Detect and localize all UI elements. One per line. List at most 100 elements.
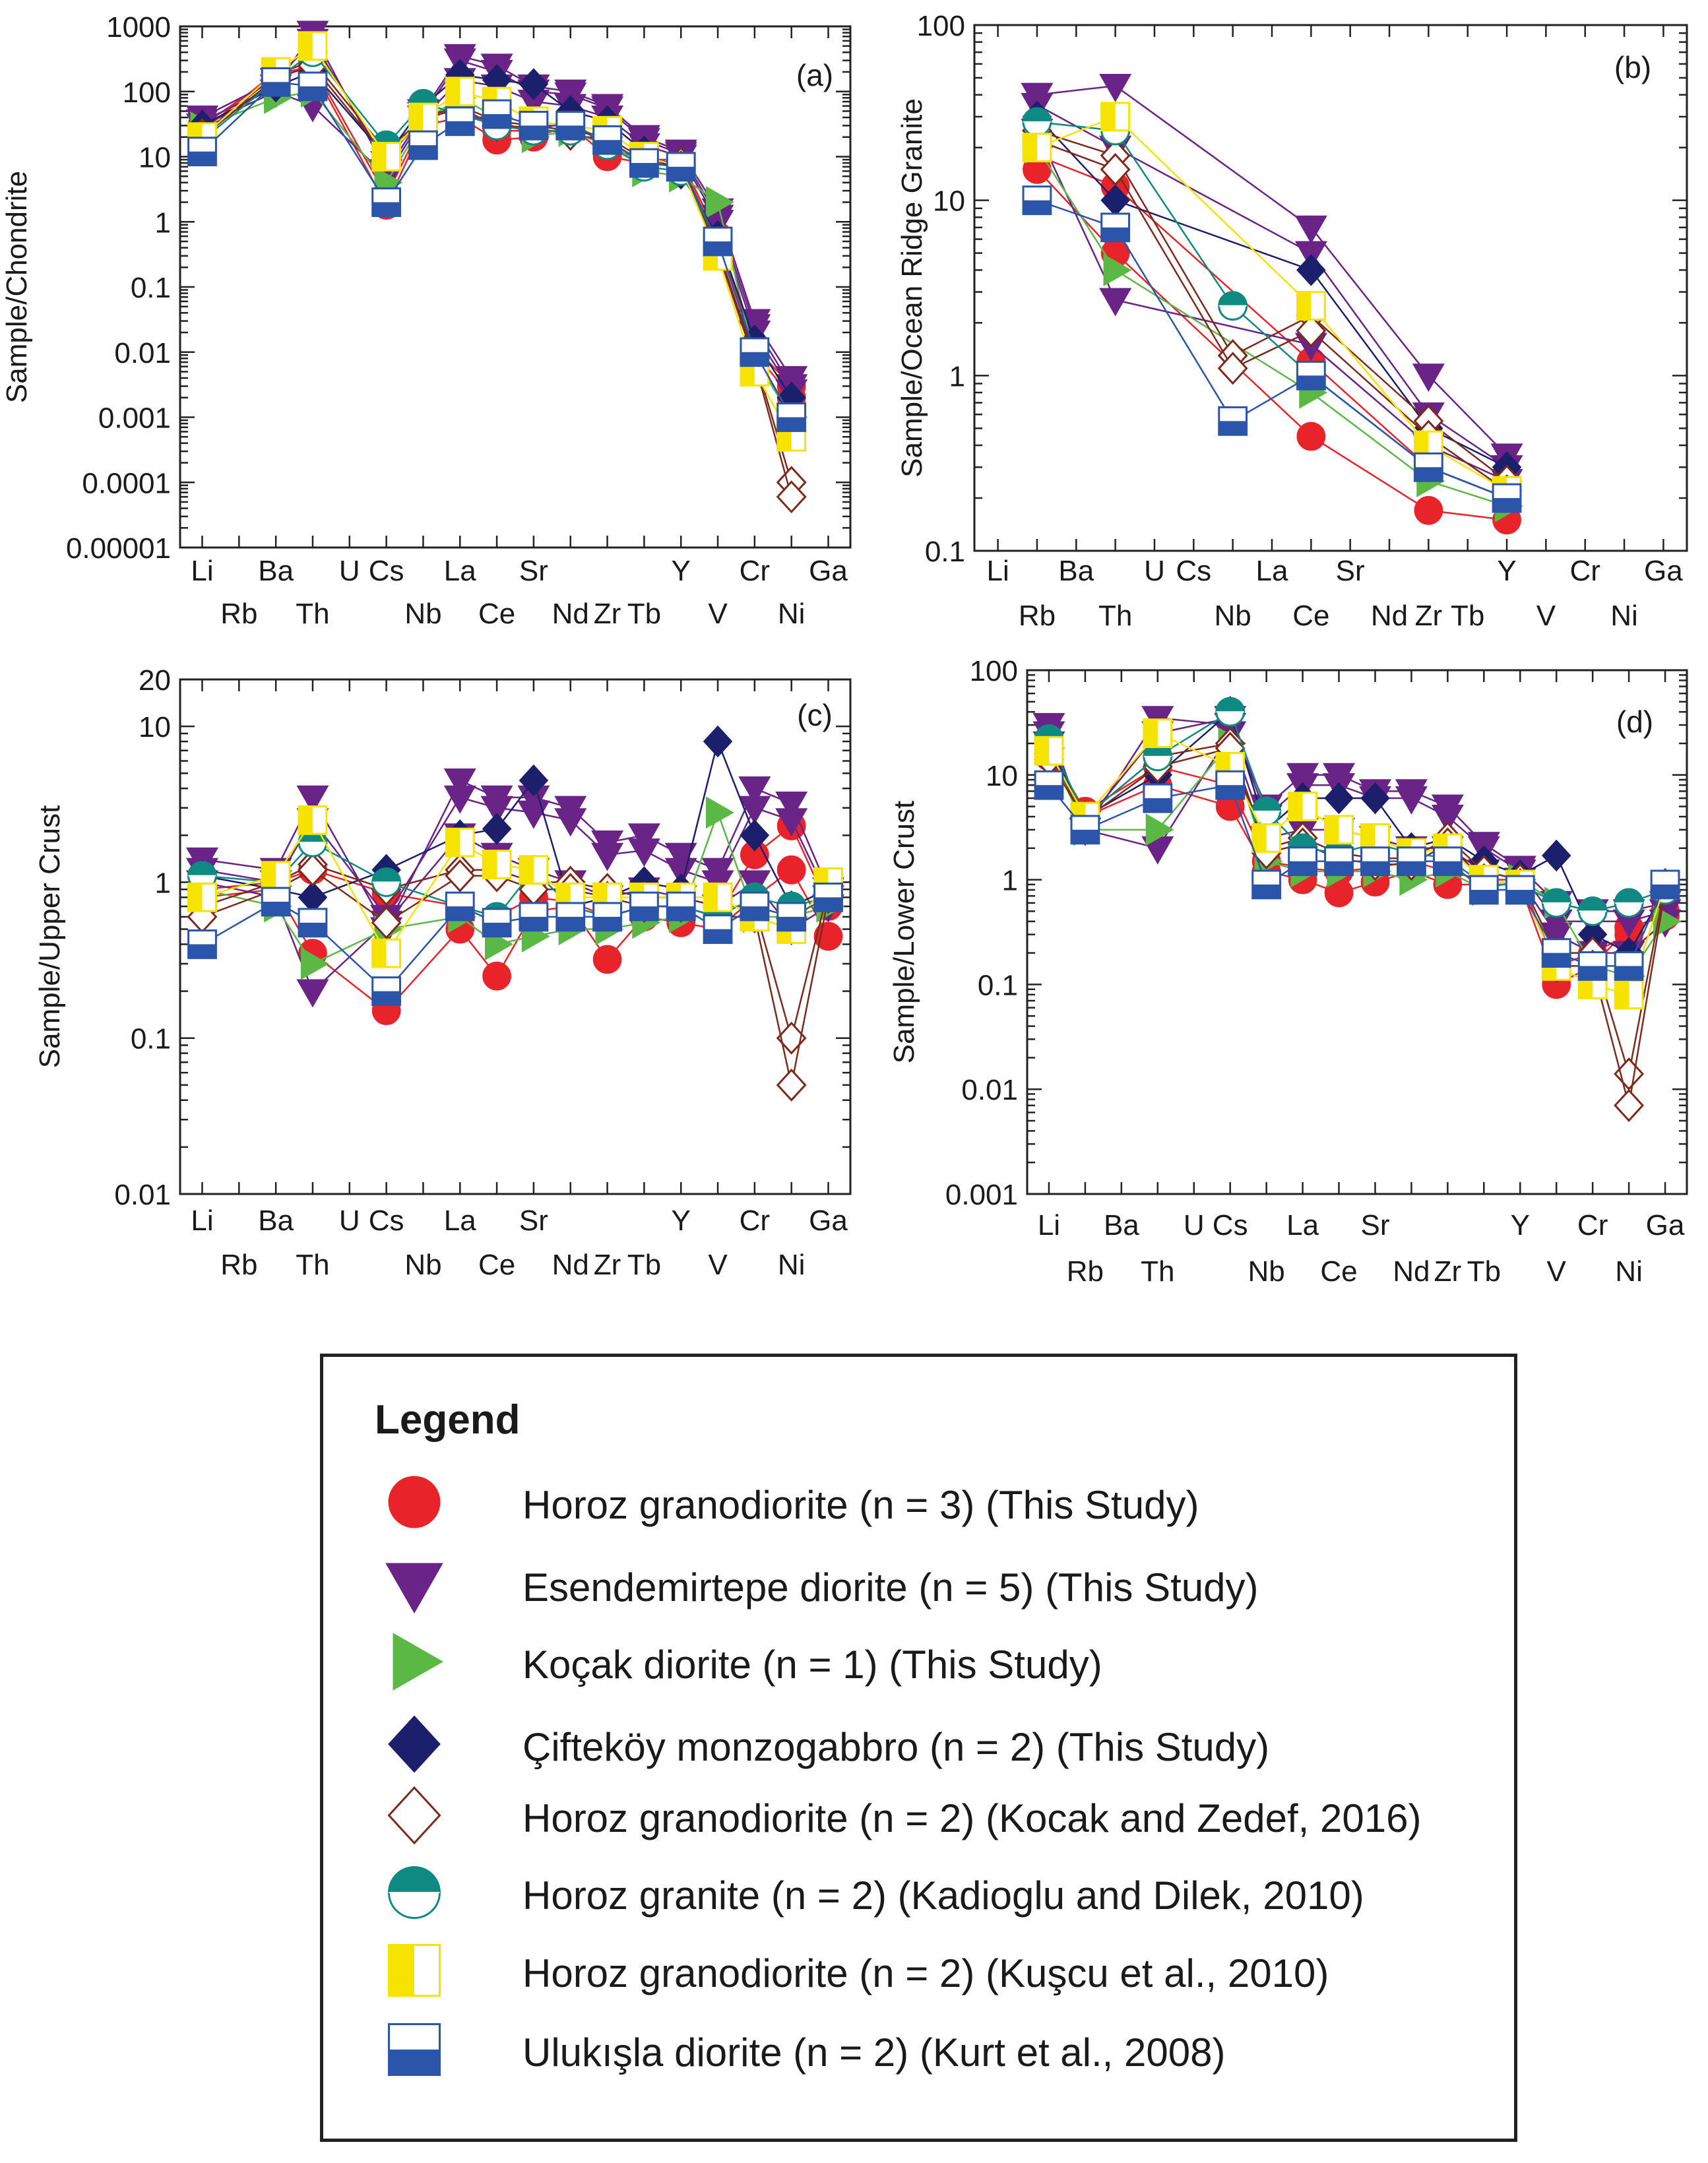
data-point — [1296, 254, 1326, 286]
data-point — [554, 808, 587, 837]
x-tick-label: V — [708, 1249, 728, 1281]
x-tick-label: U — [1184, 1209, 1205, 1241]
data-point — [1324, 782, 1354, 815]
data-point — [627, 838, 660, 867]
chart-panel-c: 20 10 1 0.1 0.01 Li Ba U Cs La Sr Y Cr Ga Rb Th Nb Ce Nd Zr… — [34, 664, 852, 1281]
x-tick-label: Ce — [1292, 600, 1329, 632]
x-tick-label: Ce — [1320, 1255, 1357, 1288]
x-tick-label: Li — [1038, 1209, 1060, 1241]
x-tick-label: Ba — [258, 1205, 294, 1237]
data-point — [1145, 813, 1174, 846]
x-tick-label: Sr — [1360, 1209, 1389, 1241]
y-tick-label: 0.0001 — [82, 467, 171, 499]
series-line — [1048, 756, 1666, 986]
plot-frame — [179, 678, 852, 1195]
data-point — [629, 891, 659, 922]
y-tick-label: 0.001 — [945, 1179, 1018, 1211]
legend-marker-icon — [388, 2023, 441, 2076]
data-point — [555, 902, 586, 932]
legend-label: Horoz granodiorite (n = 2) (Kocak and Ze… — [522, 1796, 1422, 1840]
legend-label: Horoz granodiorite (n = 3) (This Study) — [522, 1483, 1199, 1527]
data-point — [1296, 422, 1326, 451]
chart-panel-b: 100 10 1 0.1 Li Ba U Cs La Sr Y Cr Ga Rb Th Nb Ce Nd Zr Tb V… — [896, 10, 1688, 632]
data-point — [371, 187, 402, 217]
data-point — [1288, 846, 1317, 877]
series-line — [1048, 717, 1666, 912]
data-point — [1034, 736, 1064, 766]
x-tick-label: Nd — [552, 1249, 589, 1281]
x-tick-label: Th — [1098, 600, 1132, 632]
x-tick-label: Rb — [220, 1249, 257, 1281]
panel-tag: (d) — [1616, 705, 1653, 739]
data-point — [187, 929, 217, 959]
series-hgk-7 — [1022, 113, 1522, 498]
chart-panel-a: 1000 100 10 1 0.1 0.01 0.001 0.0001 0.00001 Li Ba U… — [1, 11, 852, 630]
series-ed-2 — [1021, 74, 1523, 472]
data-point — [1215, 770, 1246, 800]
data-point — [703, 226, 733, 257]
series-line — [1048, 784, 1666, 967]
legend-marker — [388, 2023, 441, 2076]
legend-box: Legend Horoz granodiorite (n = 3) (This … — [320, 1354, 1517, 2142]
x-tick-label: Cr — [1577, 1209, 1608, 1241]
legend-item-kd: Koçak diorite (n = 1) (This Study) — [376, 1629, 1498, 1695]
data-point — [482, 961, 511, 991]
legend-label: Horoz granodiorite (n = 2) (Kuşcu et al.… — [522, 1951, 1329, 1995]
x-tick-label: Y — [672, 1205, 691, 1237]
data-point — [1070, 815, 1100, 845]
data-point — [1251, 796, 1282, 827]
x-tick-label: Rb — [220, 598, 257, 630]
series-line — [1048, 741, 1666, 978]
data-point — [371, 938, 402, 968]
series-ud-11 — [187, 882, 843, 1006]
legend-marker — [388, 1476, 441, 1528]
data-point — [1296, 314, 1327, 348]
y-tick-label: 0.01 — [961, 1074, 1018, 1106]
y-axis-label: Sample/Ocean Ridge Granite — [896, 98, 928, 478]
y-tick-label: 0.00001 — [66, 532, 171, 565]
data-point — [664, 858, 697, 887]
data-point — [1577, 951, 1608, 981]
data-point — [1412, 363, 1445, 392]
y-tick-label: 1 — [949, 360, 965, 392]
series-ed-4 — [1021, 118, 1523, 498]
x-tick-label: Zr — [594, 598, 621, 630]
data-point — [1100, 102, 1131, 132]
data-point — [445, 106, 475, 137]
x-tick-label: Ce — [478, 598, 515, 630]
data-point — [261, 67, 291, 97]
data-point — [705, 796, 734, 829]
data-point — [1324, 846, 1354, 877]
series-line — [202, 818, 829, 955]
legend-marker-icon — [388, 1944, 441, 1997]
x-tick-label: U — [1144, 555, 1165, 587]
series-line — [1048, 747, 1666, 968]
data-point — [482, 908, 512, 938]
x-tick-label: Sr — [519, 1205, 548, 1237]
data-point — [296, 785, 329, 814]
series-ed-2 — [1032, 706, 1682, 928]
data-point — [371, 142, 402, 172]
data-point — [703, 914, 733, 944]
x-tick-label: Ba — [1058, 555, 1094, 587]
x-tick-label: Tb — [627, 1249, 661, 1281]
data-point — [371, 976, 402, 1006]
data-point — [1431, 804, 1464, 833]
series-line — [202, 863, 829, 1042]
data-point — [1143, 718, 1173, 749]
data-point — [1296, 360, 1326, 391]
x-tick-label: Nb — [404, 598, 441, 630]
data-point — [776, 902, 807, 932]
data-point — [298, 71, 328, 102]
panel-tag: (c) — [797, 698, 833, 732]
plot-frame — [973, 24, 1688, 552]
series-cm-6 — [1034, 695, 1680, 969]
data-point — [1218, 406, 1248, 436]
series-hgr-9 — [1022, 107, 1522, 513]
data-point — [482, 99, 512, 129]
data-point — [1324, 815, 1354, 845]
y-tick-label: 10 — [986, 760, 1018, 792]
data-point — [1414, 495, 1443, 525]
data-point — [1395, 786, 1428, 815]
y-tick-label: 100 — [123, 77, 171, 109]
